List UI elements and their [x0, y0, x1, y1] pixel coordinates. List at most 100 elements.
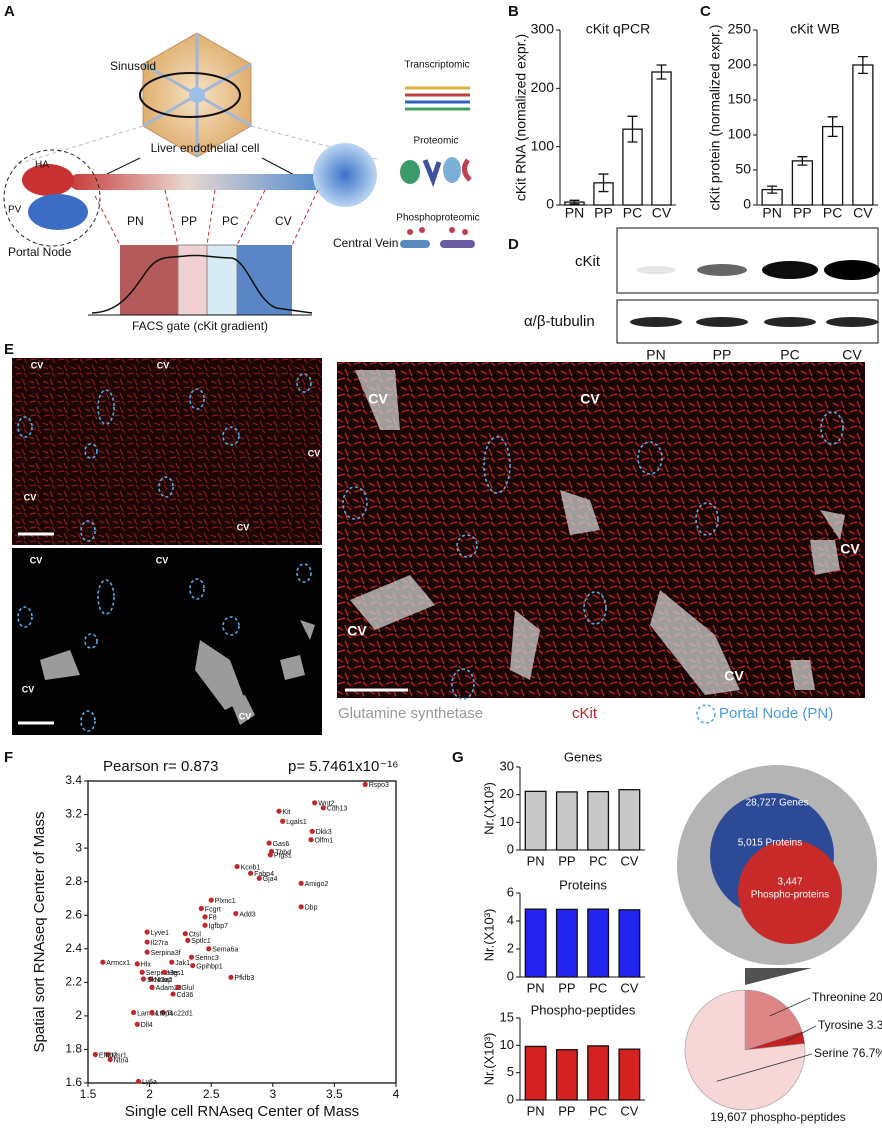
x-tick-label: 1.5 [80, 1087, 97, 1101]
point-label: Lyve1 [151, 930, 170, 937]
point-label: Lgals1 [286, 819, 307, 826]
band [824, 260, 880, 280]
point [100, 959, 106, 965]
leader-line [769, 997, 811, 1017]
point [107, 1056, 113, 1063]
zone-label: PC [222, 214, 239, 228]
zone-label: CV [275, 214, 292, 228]
point [320, 805, 326, 811]
pie-slice [684, 989, 806, 1111]
bar [618, 1048, 641, 1101]
x-tick-label: CV [620, 853, 638, 868]
point-label: Serpina3f [151, 950, 181, 957]
y-tick-label: 0 [546, 196, 554, 212]
x-tick-label: CV [620, 980, 638, 995]
band [826, 317, 878, 327]
bar [821, 125, 844, 206]
chart-title: cKit qPCR [586, 21, 651, 37]
cv-label: CV [22, 684, 35, 694]
phospho-icon [400, 227, 475, 248]
point [161, 969, 167, 975]
image-ckit [12, 358, 322, 545]
x-tick-label: PC [823, 205, 842, 221]
point [135, 1078, 142, 1084]
point [130, 1009, 137, 1016]
point [267, 852, 273, 858]
gate-lines [94, 189, 319, 246]
point [144, 949, 150, 955]
panel-letter: E [4, 341, 14, 358]
slice-value: 76.7% [852, 1046, 882, 1060]
y-tick-label: 15 [500, 1009, 514, 1024]
point [182, 931, 188, 937]
y-tick-label: 50 [735, 161, 751, 177]
y-tick-label: 2 [75, 1008, 82, 1022]
bar [852, 64, 874, 206]
lane-label: PN [646, 347, 665, 363]
band [696, 317, 748, 327]
point-label: Ctsl [189, 932, 202, 939]
legend-pn-icon [696, 704, 716, 724]
point-label: Dll4 [141, 1022, 153, 1029]
point-label: Kit [282, 809, 290, 816]
y-tick-label: 300 [531, 21, 555, 37]
legend-ckit: cKit [572, 705, 598, 722]
bar [555, 908, 578, 978]
y-tick-label: 3.2 [65, 807, 82, 821]
y-tick-label: 2 [507, 940, 514, 955]
slice-category: Tyrosine [818, 1018, 864, 1032]
bar [524, 790, 547, 851]
y-tick-label: 200 [728, 56, 752, 72]
cv-label: CV [156, 555, 169, 565]
chart-title: Proteins [559, 877, 607, 892]
point [149, 1009, 155, 1016]
point-label: Olfm1 [314, 838, 333, 845]
point [233, 910, 239, 917]
point-label: Serinc3 [195, 955, 219, 962]
bar [618, 909, 641, 978]
y-tick-label: 250 [728, 21, 752, 37]
y-tick-label: 2.8 [65, 874, 82, 888]
panel-letter: D [508, 236, 519, 253]
portal-vein [28, 194, 88, 230]
chart-title: Genes [564, 749, 603, 764]
point-label: Jak1 [175, 960, 190, 967]
leader-line [785, 1025, 817, 1042]
point [92, 1051, 98, 1058]
cell-label: Liver endothelial cell [151, 141, 260, 155]
leader-line [716, 1053, 813, 1082]
error-bar [767, 185, 778, 194]
x-tick-label: PC [589, 1103, 607, 1118]
point-label: Dkk3 [316, 829, 332, 836]
y-tick-label: 4 [507, 912, 514, 927]
point-label: Wnt2 [318, 801, 334, 808]
gate-pn [120, 245, 178, 315]
bar [587, 790, 610, 851]
point-label: Armcx1 [106, 960, 130, 967]
point [185, 937, 191, 943]
cv-label: CV [308, 448, 321, 458]
portal-node-ring [3, 149, 101, 247]
cv-label: CV [31, 360, 44, 370]
point [206, 946, 212, 952]
point [208, 897, 214, 903]
slice-category: Serine [814, 1046, 849, 1060]
point-label: Ntn4 [114, 1057, 129, 1064]
point-label: Nrarp [154, 977, 172, 984]
panel-g-venn: 28,727 Genes 5,015 Proteins 3,447 Phosph… [677, 765, 877, 985]
point-label: Dbp [305, 905, 318, 912]
x-tick-label: PP [558, 853, 575, 868]
y-tick-label: 150 [728, 91, 752, 107]
blot-row-label: α/β-tubulin [524, 313, 595, 330]
slice-category: Threonine [812, 990, 866, 1004]
y-tick-label: 100 [531, 137, 555, 153]
x-tick-label: PN [527, 853, 545, 868]
y-tick-label: 0 [507, 968, 514, 983]
x-tick-label: PC [589, 980, 607, 995]
zone-label: PN [127, 214, 144, 228]
point [280, 818, 286, 824]
venn-phospho-count: 3,447 [777, 877, 802, 888]
portal-node-rings [17, 373, 844, 732]
y-tick-label: 200 [531, 79, 555, 95]
point-label: Msr1 [111, 1052, 127, 1059]
